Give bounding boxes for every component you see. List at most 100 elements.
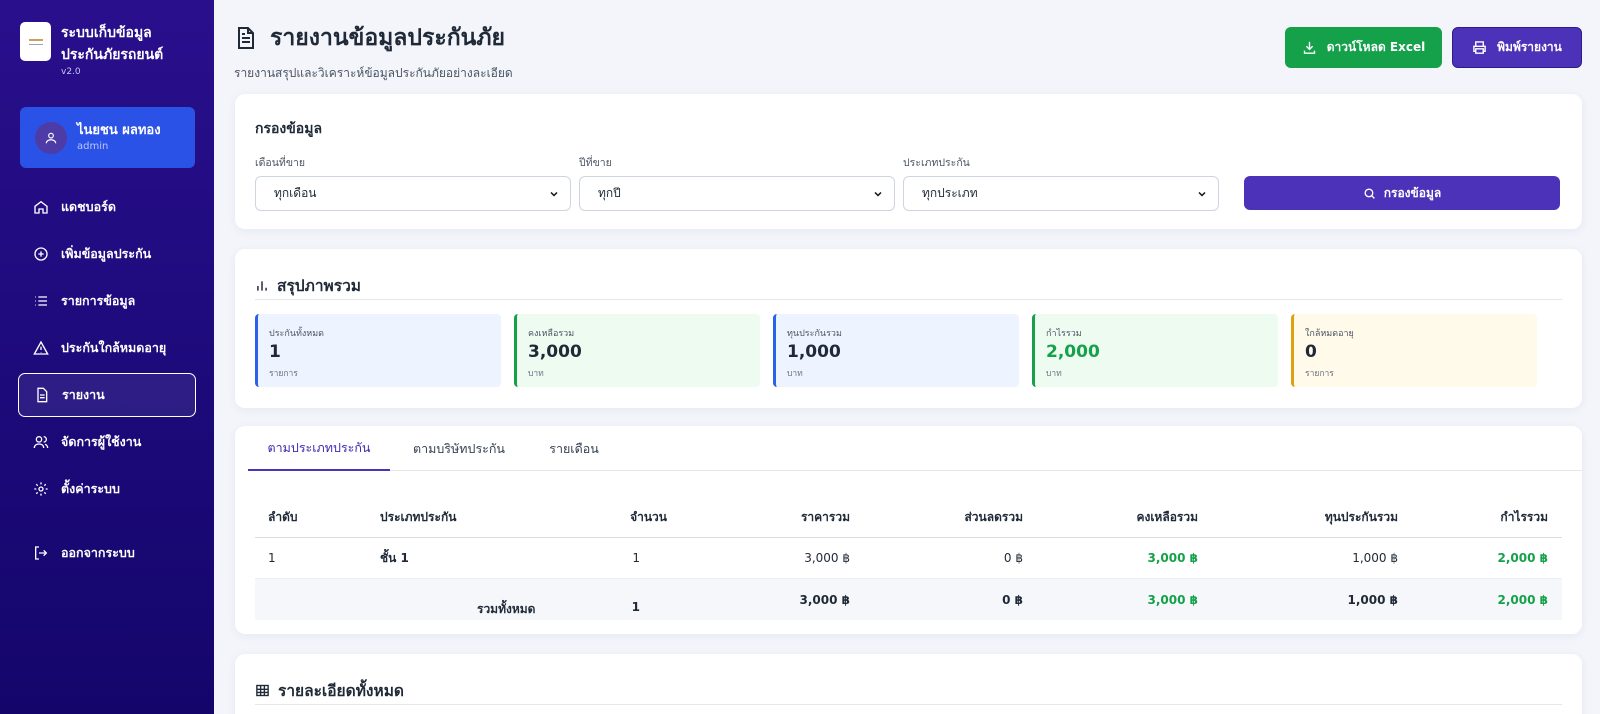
details-panel: รายละเอียดทั้งหมด: [235, 654, 1582, 714]
warning-icon: [33, 340, 49, 355]
users-icon: [33, 436, 49, 449]
plus-circle-icon: [34, 247, 48, 261]
sidebar-item-list[interactable]: รายการข้อมูล: [18, 279, 196, 323]
type-select[interactable]: ทุกประเภท: [903, 176, 1219, 211]
search-icon: [1364, 187, 1375, 199]
download-excel-label: ดาวน์โหลด Excel: [1326, 40, 1426, 54]
table-total-row: รวมทั้งหมด 1 3,000 ฿ 0 ฿ 3,000 ฿ 1,000 ฿…: [255, 579, 1562, 620]
divider: [255, 299, 1562, 300]
gear-icon: [34, 482, 48, 496]
stat-value: 1,000: [787, 342, 841, 362]
stat-unit: บาท: [528, 369, 544, 379]
stat-label: กำไรรวม: [1046, 329, 1082, 339]
print-report-label: พิมพ์รายงาน: [1497, 40, 1562, 54]
chevron-down-icon: [874, 191, 882, 197]
column-header: ลำดับ: [268, 510, 298, 524]
page-title: รายงานข้อมูลประกันภัย: [270, 25, 505, 51]
sidebar-item-dashboard[interactable]: แดชบอร์ด: [18, 185, 196, 229]
sidebar-item-label: ตั้งค่าระบบ: [61, 481, 120, 496]
logout-icon: [35, 546, 48, 560]
table-row: 1 ชั้น 1 1 3,000 ฿ 0 ฿ 3,000 ฿ 1,000 ฿ 2…: [255, 538, 1562, 579]
cell-type: ชั้น 1: [380, 550, 409, 565]
report-table-panel: ตามประเภทประกัน ตามบริษัทประกัน รายเดือน…: [235, 426, 1582, 634]
column-header: ทุนประกันรวม: [1324, 510, 1398, 524]
year-select[interactable]: ทุกปี: [579, 176, 895, 211]
sidebar-item-reports[interactable]: รายงาน: [18, 373, 196, 417]
column-header: กำไรรวม: [1500, 510, 1548, 524]
sidebar-nav: แดชบอร์ด เพิ่มข้อมูลประกัน รายการข้อมูล …: [18, 185, 196, 578]
user-card[interactable]: ไนยชน ผลทอง admin: [20, 107, 195, 168]
column-header: ส่วนลดรวม: [964, 510, 1023, 524]
cell-remaining: 3,000 ฿: [1147, 551, 1198, 565]
sidebar-item-label: ออกจากระบบ: [61, 545, 135, 560]
sidebar-item-logout[interactable]: ออกจากระบบ: [18, 531, 196, 575]
stat-label: ประกันทั้งหมด: [269, 329, 325, 339]
column-header: คงเหลือรวม: [1136, 510, 1198, 524]
main-content: รายงานข้อมูลประกันภัย รายงานสรุปและวิเคร…: [214, 0, 1600, 714]
sidebar-item-label: รายงาน: [62, 387, 105, 402]
chevron-down-icon: [550, 191, 558, 197]
sidebar-item-label: จัดการผู้ใช้งาน: [61, 434, 142, 449]
type-select-value: ทุกประเภท: [922, 186, 978, 200]
sidebar-item-expiring[interactable]: ประกันใกล้หมดอายุ: [18, 326, 196, 370]
year-select-value: ทุกปี: [598, 186, 621, 200]
cell-no: 1: [268, 551, 276, 565]
stat-unit: บาท: [787, 369, 803, 379]
brand: ระบบเก็บข้อมูลประกันภัยรถยนต์ v2.0: [20, 22, 181, 78]
table-header-row: ลำดับ ประเภทประกัน จำนวน ราคารวม ส่วนลดร…: [255, 498, 1562, 538]
print-report-button[interactable]: พิมพ์รายงาน: [1452, 27, 1582, 68]
summary-title: สรุปภาพรวม: [255, 273, 361, 298]
stat-label: คงเหลือรวม: [528, 329, 575, 339]
report-tabs: ตามประเภทประกัน ตามบริษัทประกัน รายเดือน: [248, 426, 1582, 471]
stat-value: 0: [1305, 342, 1317, 362]
user-role: admin: [77, 140, 109, 152]
sidebar-item-settings[interactable]: ตั้งค่าระบบ: [18, 467, 196, 511]
total-label: รวมทั้งหมด: [477, 601, 536, 616]
cell-count: 1: [632, 551, 640, 565]
stat-value: 1: [269, 342, 281, 362]
column-header: ประเภทประกัน: [380, 510, 457, 524]
sidebar-item-add-insurance[interactable]: เพิ่มข้อมูลประกัน: [18, 232, 196, 276]
cell-price: 3,000 ฿: [804, 551, 850, 565]
filter-panel: กรองข้อมูล เดือนที่ขาย ทุกเดือน ปีที่ขาย…: [235, 94, 1582, 229]
stat-value: 3,000: [528, 342, 582, 362]
sidebar-item-label: รายการข้อมูล: [61, 293, 136, 308]
report-table: ลำดับ ประเภทประกัน จำนวน ราคารวม ส่วนลดร…: [255, 498, 1562, 620]
table-icon: [256, 684, 269, 697]
download-excel-button[interactable]: ดาวน์โหลด Excel: [1285, 27, 1442, 68]
details-title-text: รายละเอียดทั้งหมด: [278, 682, 404, 700]
sidebar-item-label: เพิ่มข้อมูลประกัน: [61, 246, 152, 261]
stat-total-insurance: ประกันทั้งหมด 1 รายการ: [255, 314, 501, 387]
divider: [255, 704, 1562, 705]
filter-button[interactable]: กรองข้อมูล: [1244, 176, 1560, 210]
month-select-value: ทุกเดือน: [274, 186, 317, 200]
cell-discount: 0 ฿: [1003, 551, 1023, 565]
month-select[interactable]: ทุกเดือน: [255, 176, 571, 211]
user-name: ไนยชน ผลทอง: [77, 122, 161, 138]
summary-panel: สรุปภาพรวม ประกันทั้งหมด 1 รายการ คงเหลื…: [235, 249, 1582, 408]
app-title: ระบบเก็บข้อมูลประกันภัยรถยนต์: [61, 25, 164, 63]
total-price: 3,000 ฿: [799, 592, 850, 607]
sidebar-item-users[interactable]: จัดการผู้ใช้งาน: [18, 420, 196, 464]
stat-total-profit: กำไรรวม 2,000 บาท: [1032, 314, 1278, 387]
stat-unit: บาท: [1046, 369, 1062, 379]
total-profit: 2,000 ฿: [1497, 592, 1548, 607]
total-remaining: 3,000 ฿: [1147, 592, 1198, 607]
chevron-down-icon: [1198, 191, 1206, 197]
year-label: ปีที่ขาย: [579, 157, 612, 169]
document-icon: [37, 387, 48, 403]
app-logo: [20, 22, 51, 61]
month-label: เดือนที่ขาย: [255, 157, 306, 169]
home-icon: [34, 200, 48, 214]
column-header: จำนวน: [630, 510, 667, 524]
stat-label: ทุนประกันรวม: [787, 329, 842, 339]
tab-monthly[interactable]: รายเดือน: [549, 440, 599, 456]
column-header: ราคารวม: [800, 510, 850, 524]
cell-profit: 2,000 ฿: [1497, 551, 1548, 565]
download-icon: [1303, 41, 1315, 54]
tab-by-company[interactable]: ตามบริษัทประกัน: [413, 440, 505, 456]
page-header: รายงานข้อมูลประกันภัย รายงานสรุปและวิเคร…: [234, 20, 513, 83]
details-title: รายละเอียดทั้งหมด: [255, 678, 404, 703]
filter-button-label: กรองข้อมูล: [1383, 185, 1442, 200]
tab-by-type[interactable]: ตามประเภทประกัน: [248, 426, 390, 471]
